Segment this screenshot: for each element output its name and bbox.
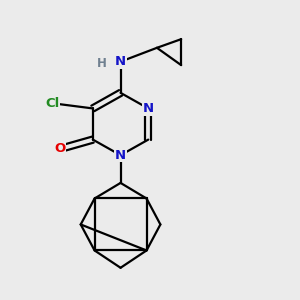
Text: H: H [97,57,106,70]
Text: N: N [115,149,126,162]
Text: N: N [115,55,126,68]
Text: Cl: Cl [45,97,59,110]
Text: O: O [54,142,66,155]
Text: N: N [143,102,154,115]
